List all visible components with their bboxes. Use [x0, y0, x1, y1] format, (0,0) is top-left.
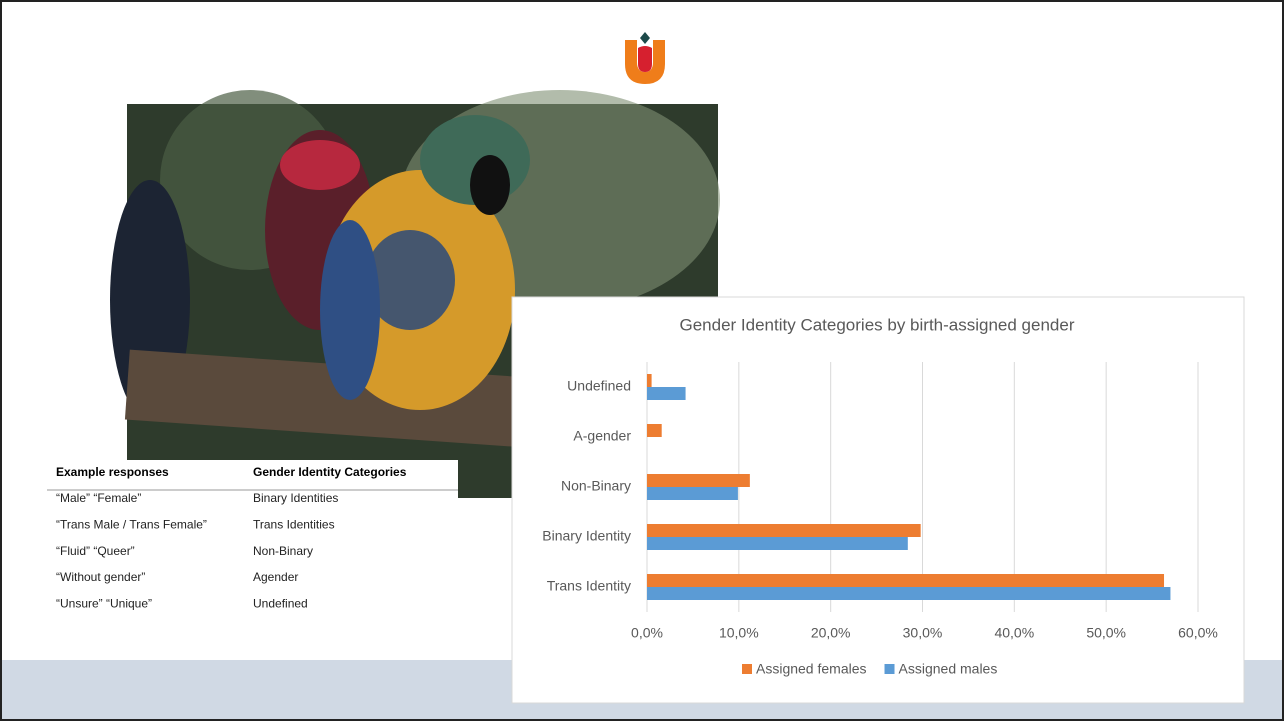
y-tick-label: Binary Identity: [542, 528, 631, 544]
y-tick-label: A-gender: [573, 428, 631, 444]
bar: [647, 474, 750, 487]
bar: [647, 374, 652, 387]
table-cell: “Fluid” “Queer”: [56, 544, 135, 558]
bar: [647, 524, 921, 537]
bar: [647, 387, 686, 400]
bar: [647, 587, 1171, 600]
x-tick-label: 10,0%: [719, 625, 759, 641]
table-cell: “Without gender”: [56, 570, 145, 584]
y-tick-label: Non-Binary: [561, 478, 631, 494]
x-tick-label: 60,0%: [1178, 625, 1218, 641]
logo: [625, 32, 665, 84]
table-cell: Binary Identities: [253, 491, 338, 505]
parrot-photo: [110, 90, 720, 498]
x-tick-label: 20,0%: [811, 625, 851, 641]
x-tick-label: 40,0%: [994, 625, 1034, 641]
y-tick-label: Trans Identity: [547, 578, 631, 594]
table-cell: Undefined: [253, 596, 308, 610]
legend-label: Assigned males: [899, 661, 998, 677]
table-cell: “Male” “Female”: [56, 491, 141, 505]
table-panel: [47, 460, 458, 620]
x-tick-label: 30,0%: [903, 625, 943, 641]
bar: [647, 424, 662, 437]
bar: [647, 487, 738, 500]
y-tick-label: Undefined: [567, 378, 631, 394]
table-cell: “Unsure” “Unique”: [56, 596, 152, 610]
bar: [647, 574, 1165, 587]
legend-swatch: [742, 664, 752, 674]
table-cell: Non-Binary: [253, 544, 313, 558]
table-cell: Trans Identities: [253, 517, 335, 531]
table-cell: Agender: [253, 570, 298, 584]
table-header: Example responses: [56, 465, 169, 479]
bar: [647, 537, 908, 550]
legend-swatch: [884, 664, 895, 674]
table-cell: “Trans Male / Trans Female”: [56, 517, 207, 531]
x-tick-label: 0,0%: [631, 625, 663, 641]
x-tick-label: 50,0%: [1086, 625, 1126, 641]
legend-label: Assigned females: [756, 661, 867, 677]
chart-title: Gender Identity Categories by birth-assi…: [679, 315, 1074, 334]
table-header: Gender Identity Categories: [253, 465, 407, 479]
chart-panel: [511, 296, 1245, 704]
